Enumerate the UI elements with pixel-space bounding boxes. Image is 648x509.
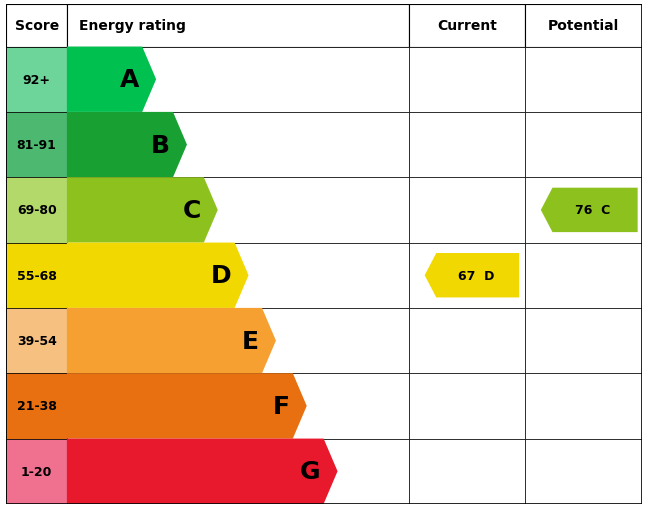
Text: 76  C: 76 C	[575, 204, 611, 217]
Text: 1-20: 1-20	[21, 465, 52, 478]
Bar	[67, 178, 409, 243]
Polygon shape	[67, 112, 187, 178]
Text: Energy rating: Energy rating	[78, 19, 185, 33]
Bar	[6, 112, 67, 178]
Bar	[67, 439, 409, 504]
Bar	[409, 5, 526, 47]
Bar	[409, 178, 526, 243]
Bar	[409, 439, 526, 504]
Bar	[67, 47, 409, 112]
Bar	[526, 47, 642, 112]
Text: C: C	[182, 199, 201, 222]
Bar	[526, 178, 642, 243]
Text: Score: Score	[14, 19, 59, 33]
Polygon shape	[424, 253, 519, 298]
Bar	[67, 243, 409, 308]
Bar	[409, 112, 526, 178]
Text: 21-38: 21-38	[17, 400, 56, 413]
Bar	[6, 178, 67, 243]
Bar	[6, 439, 67, 504]
Bar	[526, 439, 642, 504]
Polygon shape	[67, 308, 276, 374]
Text: 67  D: 67 D	[457, 269, 494, 282]
Bar	[409, 243, 526, 308]
Bar	[526, 5, 642, 47]
Text: 39-54: 39-54	[17, 334, 56, 347]
Text: 92+: 92+	[23, 74, 51, 87]
Text: Current: Current	[437, 19, 497, 33]
Bar	[526, 308, 642, 374]
Text: G: G	[300, 459, 321, 483]
Bar	[6, 5, 67, 47]
Text: E: E	[242, 329, 259, 353]
Bar	[6, 243, 67, 308]
Bar	[526, 112, 642, 178]
Text: A: A	[120, 68, 139, 92]
Bar	[67, 374, 409, 439]
Polygon shape	[541, 188, 638, 233]
Polygon shape	[67, 243, 249, 308]
Polygon shape	[67, 47, 156, 112]
Polygon shape	[67, 374, 307, 439]
Text: 69-80: 69-80	[17, 204, 56, 217]
Bar	[6, 374, 67, 439]
Bar	[409, 308, 526, 374]
Polygon shape	[67, 439, 338, 504]
Bar	[6, 308, 67, 374]
Bar	[6, 47, 67, 112]
Bar	[526, 243, 642, 308]
Text: F: F	[273, 394, 290, 418]
Bar	[67, 112, 409, 178]
Bar	[67, 308, 409, 374]
Bar	[409, 374, 526, 439]
Bar	[409, 47, 526, 112]
Text: B: B	[151, 133, 170, 157]
Polygon shape	[67, 178, 218, 243]
Text: D: D	[211, 264, 231, 288]
Text: Potential: Potential	[548, 19, 619, 33]
Bar	[67, 5, 409, 47]
Bar	[526, 374, 642, 439]
Text: 81-91: 81-91	[17, 139, 56, 152]
Text: 55-68: 55-68	[17, 269, 56, 282]
